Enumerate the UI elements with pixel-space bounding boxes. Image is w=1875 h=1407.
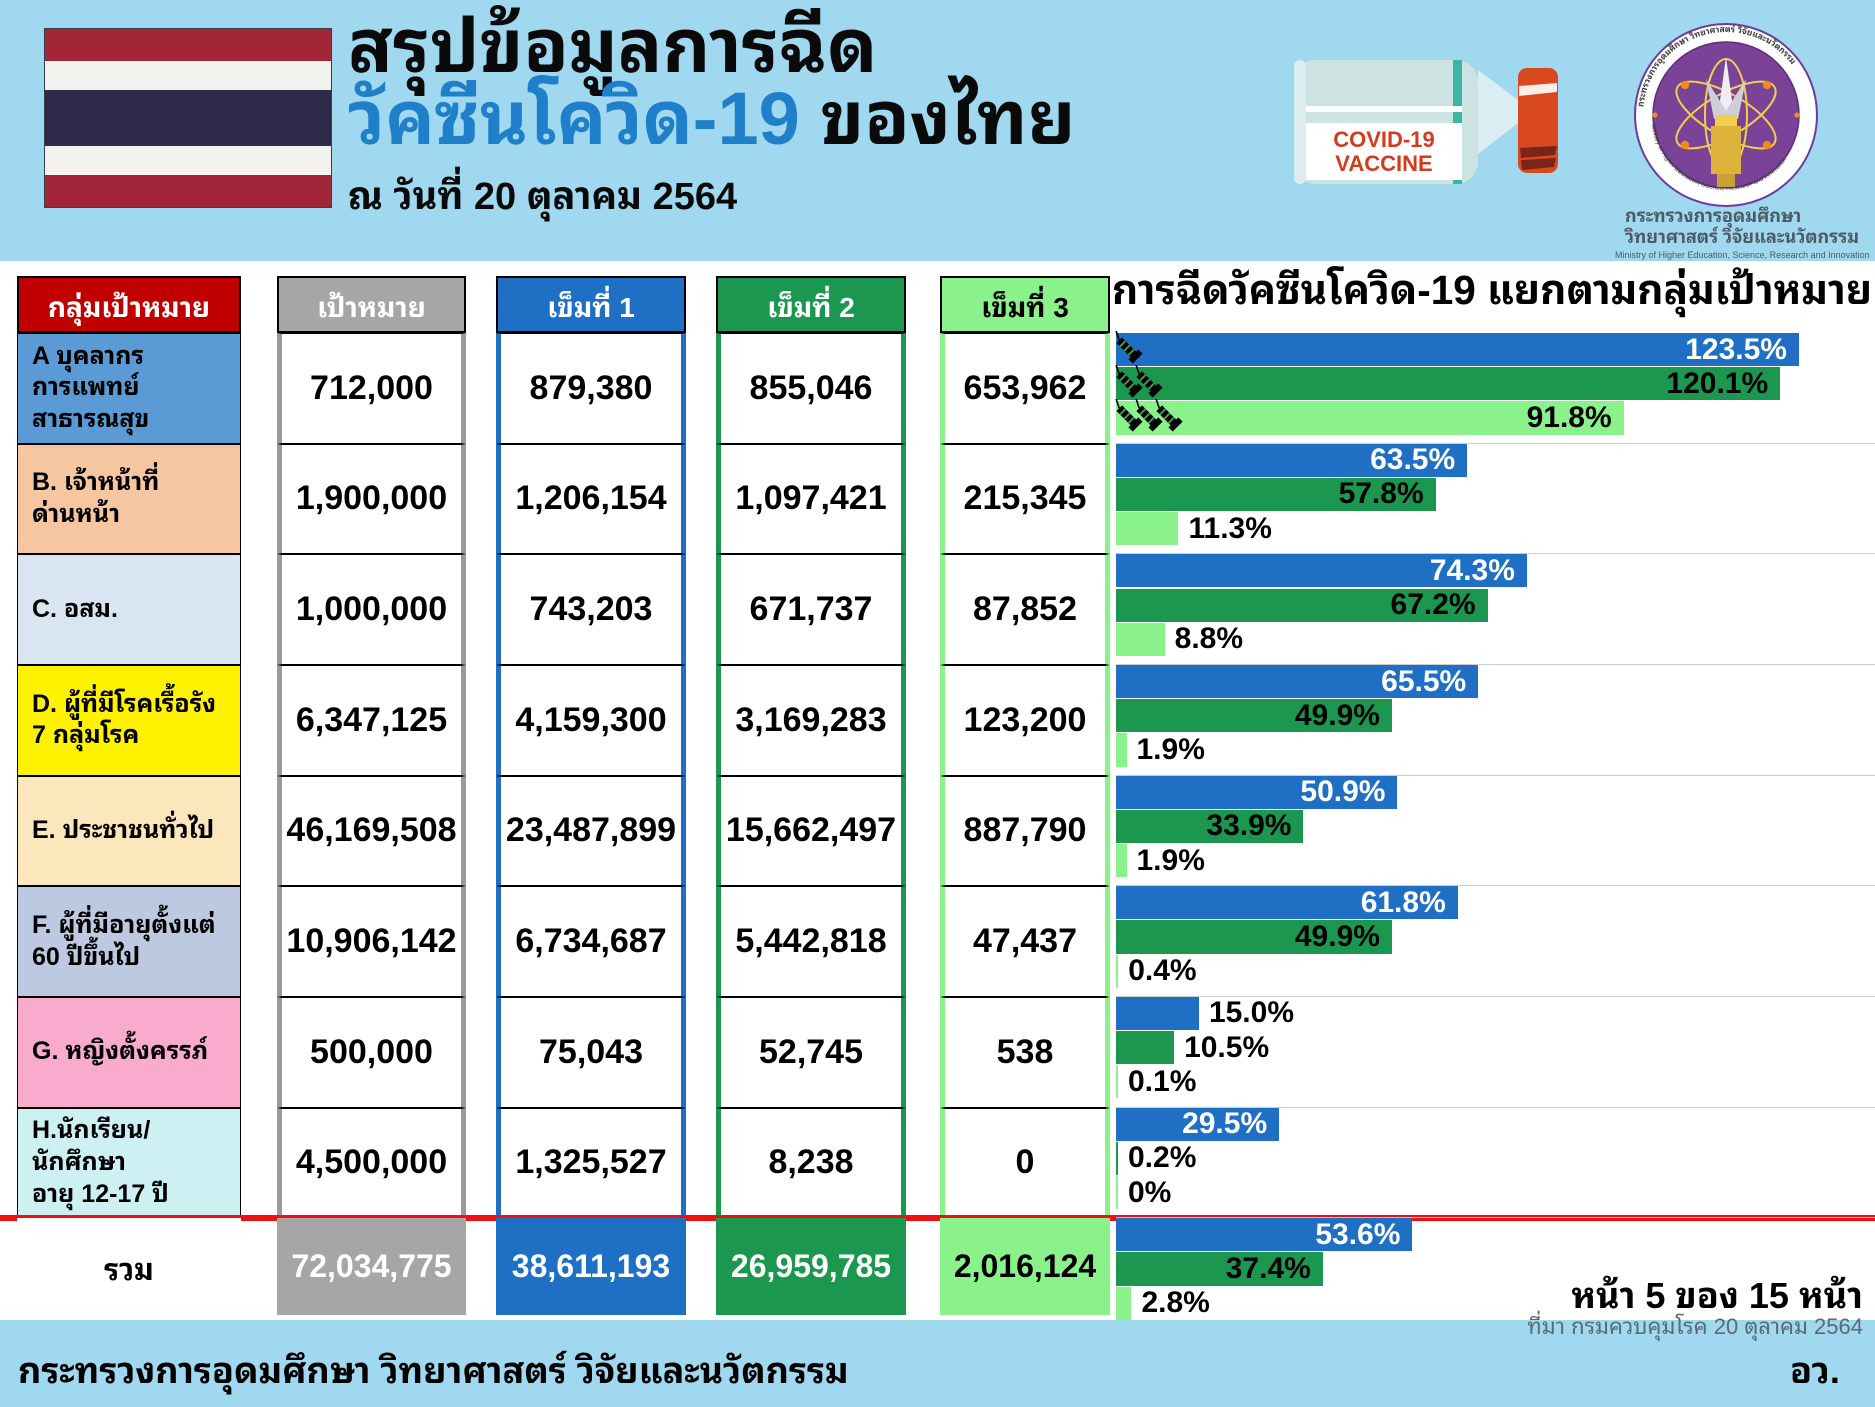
svg-text:VACCINE: VACCINE bbox=[1335, 151, 1432, 176]
svg-text:COVID-19: COVID-19 bbox=[1333, 127, 1434, 152]
